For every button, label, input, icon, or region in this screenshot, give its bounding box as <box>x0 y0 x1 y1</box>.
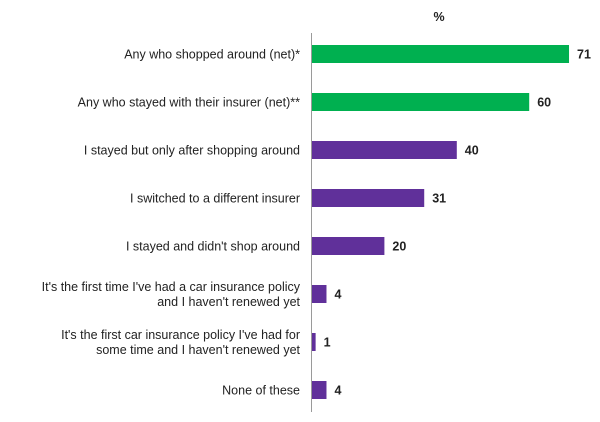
chart-marks: 71 Any who shopped around (net)* 60 Any who… <box>42 45 591 399</box>
bar <box>312 381 327 399</box>
data-label: 4 <box>334 288 341 302</box>
data-label: 4 <box>334 384 341 398</box>
bar <box>312 93 530 111</box>
data-label: 40 <box>465 144 479 158</box>
category-label: Any who stayed with their insurer (net)*… <box>78 96 300 110</box>
bar <box>312 333 316 351</box>
category-label: some time and I haven't renewed yet <box>96 343 300 357</box>
bar <box>312 189 425 207</box>
bar <box>312 285 327 303</box>
category-label: It's the first time I've had a car insur… <box>42 280 301 294</box>
category-label: and I haven't renewed yet <box>157 295 300 309</box>
data-label: 71 <box>577 48 591 62</box>
category-label: I stayed and didn't shop around <box>126 240 300 254</box>
category-label: I stayed but only after shopping around <box>84 144 300 158</box>
data-label: 60 <box>537 96 551 110</box>
unit-label: % <box>433 10 444 24</box>
category-label: I switched to a different insurer <box>130 192 300 206</box>
bar <box>312 141 457 159</box>
category-label: None of these <box>222 384 300 398</box>
bar <box>312 237 385 255</box>
category-label: Any who shopped around (net)* <box>124 48 300 62</box>
category-label: It's the first car insurance policy I've… <box>61 328 300 342</box>
data-label: 20 <box>392 240 406 254</box>
data-label: 31 <box>432 192 446 206</box>
data-label: 1 <box>324 336 331 350</box>
bar <box>312 45 570 63</box>
